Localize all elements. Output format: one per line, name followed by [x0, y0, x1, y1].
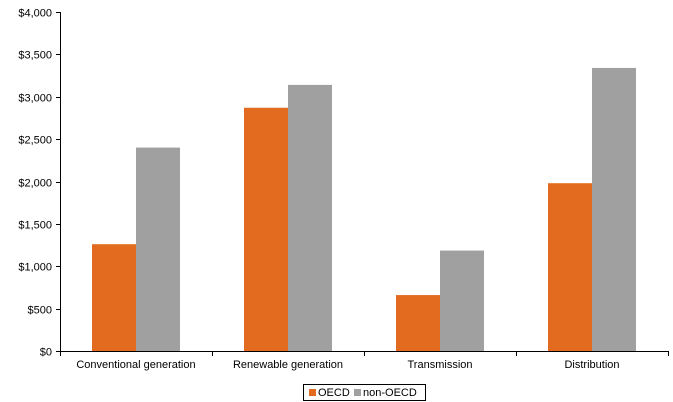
y-tick-label: $1,500	[18, 220, 52, 232]
x-axis: Conventional generation Renewable generat…	[60, 351, 669, 371]
y-tick-label: $4,000	[18, 8, 52, 20]
legend-label: OECD	[318, 387, 350, 399]
y-tick-label: $1,000	[18, 262, 52, 274]
bar-oecd-2	[396, 295, 440, 351]
bar-non-oecd-3	[592, 67, 636, 351]
x-category-label: Transmission	[408, 359, 473, 371]
y-tick-label: $500	[28, 305, 52, 317]
legend-swatch	[309, 389, 316, 396]
bar-oecd-3	[548, 183, 592, 351]
bar-oecd-1	[244, 107, 288, 351]
legend-box	[303, 384, 426, 401]
x-category-label: Conventional generation	[76, 359, 195, 371]
bar-non-oecd-0	[136, 147, 180, 351]
y-tick-label: $0	[40, 347, 52, 359]
y-tick-label: $2,000	[18, 178, 52, 190]
legend-swatch	[354, 389, 361, 396]
legend-label: non-OECD	[363, 387, 417, 399]
x-category-label: Distribution	[564, 359, 619, 371]
y-tick-label: $3,500	[18, 50, 52, 62]
y-tick-label: $2,500	[18, 135, 52, 147]
bars	[92, 67, 636, 351]
bar-oecd-0	[92, 244, 136, 351]
y-axis: $0 $500 $1,000 $1,500 $2,000 $2,500 $3,000 $3,5…	[18, 8, 61, 359]
x-category-label: Renewable generation	[233, 359, 343, 371]
y-tick-label: $3,000	[18, 93, 52, 105]
bar-non-oecd-1	[288, 84, 332, 351]
legend: OECD non-OECD	[303, 384, 426, 401]
bar-non-oecd-2	[440, 250, 484, 351]
